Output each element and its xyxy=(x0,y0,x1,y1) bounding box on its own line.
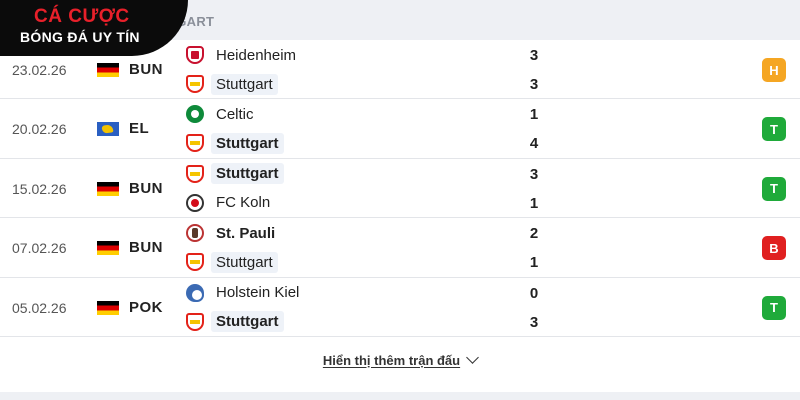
competition-code: POK xyxy=(129,298,164,316)
away-team-name: Stuttgart xyxy=(211,73,278,95)
competition-code: BUN xyxy=(129,179,163,197)
germany-flag-icon xyxy=(97,300,119,315)
match-row[interactable]: 07.02.26 BUN St. Pauli Stuttgart 2 1 B xyxy=(0,218,800,278)
result-badge-win: T xyxy=(762,176,786,201)
match-date: 23.02.26 xyxy=(12,62,67,78)
home-team[interactable]: Holstein Kiel xyxy=(186,282,304,304)
away-score: 1 xyxy=(529,254,539,272)
home-team-name: Holstein Kiel xyxy=(216,284,300,302)
match-date: 15.02.26 xyxy=(12,180,67,197)
match-row[interactable]: 05.02.26 POK Holstein Kiel Stuttgart 0 3… xyxy=(0,278,800,337)
away-team[interactable]: Stuttgart xyxy=(186,251,278,273)
away-score: 3 xyxy=(529,76,539,93)
home-team-name: Celtic xyxy=(216,105,254,123)
home-score: 0 xyxy=(529,284,539,302)
stuttgart-crest-icon xyxy=(186,164,204,183)
competition-code: EL xyxy=(129,120,150,138)
away-team-name: Stuttgart xyxy=(211,132,284,154)
match-row[interactable]: 23.02.26 BUN Heidenheim Stuttgart 3 3 H xyxy=(0,40,800,100)
competition-code: BUN xyxy=(129,239,163,257)
holstein-kiel-crest-icon xyxy=(186,283,204,302)
celtic-crest-icon xyxy=(186,105,204,124)
stuttgart-crest-icon xyxy=(186,312,204,331)
competition-code: BUN xyxy=(129,61,163,78)
home-team-name: Heidenheim xyxy=(216,46,297,64)
germany-flag-icon xyxy=(97,181,119,196)
home-team[interactable]: Celtic xyxy=(186,103,259,125)
match-row[interactable]: 20.02.26 EL Celtic Stuttgart 1 4 T xyxy=(0,99,800,159)
away-team[interactable]: FC Koln xyxy=(186,192,275,214)
match-date: 20.02.26 xyxy=(12,121,67,138)
show-more-container: Hiển thị thêm trận đấu xyxy=(0,338,800,382)
home-team-name: Stuttgart xyxy=(211,163,284,185)
match-date: 05.02.26 xyxy=(12,299,67,316)
home-score: 3 xyxy=(529,47,539,64)
away-team-name: FC Koln xyxy=(216,194,271,212)
match-date: 07.02.26 xyxy=(12,240,67,257)
show-more-label: Hiển thị thêm trận đấu xyxy=(322,352,461,368)
germany-flag-icon xyxy=(97,241,119,256)
match-list: 23.02.26 BUN Heidenheim Stuttgart 3 3 H … xyxy=(0,40,800,337)
home-team[interactable]: Stuttgart xyxy=(186,163,284,185)
stuttgart-crest-icon xyxy=(186,75,204,93)
home-team[interactable]: St. Pauli xyxy=(186,222,280,244)
away-score: 1 xyxy=(529,194,539,212)
match-row[interactable]: 15.02.26 BUN Stuttgart FC Koln 3 1 T xyxy=(0,159,800,219)
chevron-down-icon xyxy=(466,351,479,364)
stuttgart-crest-icon xyxy=(186,253,204,272)
away-team[interactable]: Stuttgart xyxy=(186,73,278,95)
home-score: 1 xyxy=(529,106,539,124)
home-score: 2 xyxy=(529,225,539,243)
result-badge-win: T xyxy=(762,295,786,320)
away-score: 3 xyxy=(529,313,539,331)
europa-league-flag-icon xyxy=(97,122,119,137)
away-team-name: Stuttgart xyxy=(211,251,278,273)
koln-crest-icon xyxy=(186,193,204,212)
result-badge-draw: H xyxy=(762,58,786,82)
home-team[interactable]: Heidenheim xyxy=(186,44,301,66)
show-more-matches-link[interactable]: Hiển thị thêm trận đấu xyxy=(322,351,479,368)
footer-divider xyxy=(0,392,800,400)
brand-line-1: CÁ CƯỢC xyxy=(34,6,130,27)
home-score: 3 xyxy=(529,165,539,183)
away-team[interactable]: Stuttgart xyxy=(186,132,284,154)
result-badge-win: T xyxy=(762,117,786,142)
stuttgart-crest-icon xyxy=(186,134,204,153)
heidenheim-crest-icon xyxy=(186,46,204,64)
away-team[interactable]: Stuttgart xyxy=(186,311,284,333)
germany-flag-icon xyxy=(97,63,119,77)
away-score: 4 xyxy=(529,135,539,153)
home-team-name: St. Pauli xyxy=(216,224,276,242)
away-team-name: Stuttgart xyxy=(211,311,284,333)
st-pauli-crest-icon xyxy=(186,224,204,243)
brand-line-2: BÓNG ĐÁ UY TÍN xyxy=(20,29,140,45)
result-badge-loss: B xyxy=(762,236,786,261)
brand-logo: CÁ CƯỢC BÓNG ĐÁ UY TÍN xyxy=(0,0,188,56)
